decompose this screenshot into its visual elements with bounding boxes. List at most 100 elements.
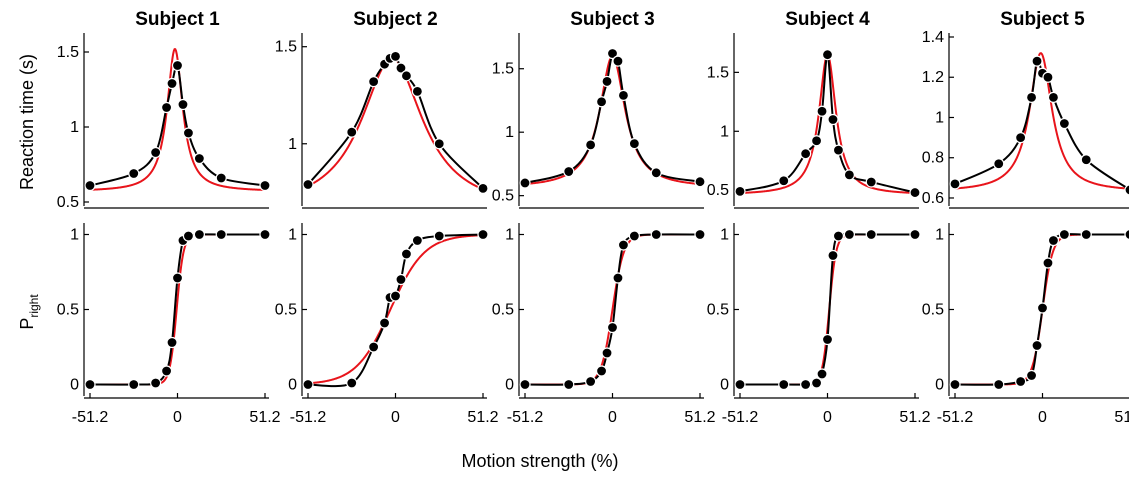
data-point <box>1124 184 1129 196</box>
x-tick-label: 0 <box>823 409 832 426</box>
data-point <box>563 378 575 391</box>
data-point <box>816 368 828 380</box>
data-point <box>810 135 823 147</box>
data-point <box>827 113 839 126</box>
data-point <box>302 378 314 391</box>
x-axis-label: Motion strength (%) <box>461 451 618 471</box>
data-point <box>166 336 178 349</box>
y-tick-label: 1 <box>288 136 297 153</box>
data-point <box>477 228 489 241</box>
y-tick-label: 0.8 <box>922 150 944 167</box>
x-tick-label: 51.2 <box>684 409 715 426</box>
data-point <box>628 230 640 242</box>
data-point <box>215 172 227 184</box>
data-point <box>150 146 162 159</box>
data-point <box>1042 71 1054 83</box>
y-tick-label: 1 <box>720 227 729 244</box>
data-point <box>519 177 531 189</box>
data-point <box>810 377 823 389</box>
data-point <box>160 101 173 114</box>
data-point <box>411 234 423 247</box>
model-fit-curve <box>740 233 915 386</box>
data-point <box>617 239 630 251</box>
y-tick-label: 1.5 <box>275 39 297 56</box>
x-tick-label: 0 <box>173 409 182 426</box>
data-point <box>166 77 178 90</box>
y-axis-label-p-right: Pright <box>17 294 41 330</box>
y-tick-label: 1 <box>70 227 79 244</box>
data-point <box>650 167 662 179</box>
y-tick-label: 0.5 <box>492 302 514 319</box>
model-fit-curve <box>525 233 700 386</box>
y-tick-label: 1 <box>935 227 944 244</box>
x-tick-label: -51.2 <box>507 409 544 426</box>
y-tick-label: 0.5 <box>707 182 729 199</box>
panel-choice-subject-3: 0 0.5 1 -51.2 0 51.2 <box>492 223 716 426</box>
panel-rt-subject-4: Subject 4 0.5 1 1.5 <box>707 9 921 209</box>
data-point <box>395 273 407 286</box>
data-point <box>949 378 961 391</box>
data-point <box>346 126 358 138</box>
y-tick-label: 0.5 <box>57 302 79 319</box>
panel-choice-subject-2: 0 0.5 1 -51.2 0 51.2 <box>275 223 499 426</box>
data-point <box>832 230 845 242</box>
data-point <box>177 98 189 111</box>
y-tick-label: 1 <box>70 119 79 136</box>
data-point <box>1031 55 1043 67</box>
data-point <box>1042 257 1054 269</box>
data-point <box>519 378 531 391</box>
panel-title: Subject 4 <box>785 9 870 30</box>
data-point <box>171 59 184 72</box>
data-point <box>395 62 407 74</box>
data-point <box>628 138 640 150</box>
x-tick-label: 51.2 <box>467 409 498 426</box>
data-point <box>694 228 706 241</box>
y-tick-label: 0.5 <box>57 194 79 211</box>
data-point <box>650 228 662 241</box>
data-point <box>128 378 140 391</box>
panel-title: Subject 1 <box>135 9 220 30</box>
y-axis-label-reaction-time: Reaction time (s) <box>17 54 37 190</box>
data-point <box>150 377 162 389</box>
data-curve <box>307 233 484 388</box>
data-point <box>993 158 1005 170</box>
data-point <box>389 50 402 63</box>
data-point <box>1031 339 1043 352</box>
model-fit-curve <box>739 53 916 195</box>
data-point <box>193 228 205 241</box>
y-tick-label: 1 <box>505 227 514 244</box>
model-fit-curve <box>524 54 701 186</box>
data-point <box>1015 132 1027 144</box>
data-point <box>477 182 489 195</box>
data-point <box>433 138 445 150</box>
model-fit-curve <box>89 48 266 191</box>
x-tick-label: 0 <box>391 409 400 426</box>
p-right-main: P <box>17 318 37 330</box>
y-tick-label: 0 <box>288 377 297 394</box>
data-point <box>433 230 445 242</box>
y-tick-label: 0 <box>935 377 944 394</box>
y-tick-label: 0.5 <box>922 302 944 319</box>
data-point <box>612 272 624 284</box>
data-point <box>1047 234 1060 247</box>
data-curve <box>307 54 484 190</box>
data-curve <box>739 53 916 194</box>
data-point <box>606 47 619 60</box>
data-point <box>1036 302 1049 314</box>
y-tick-label: 1.5 <box>707 64 729 81</box>
p-right-subscript: right <box>27 294 41 318</box>
data-curve <box>524 51 701 184</box>
data-point <box>368 76 380 88</box>
model-fit-curve <box>307 234 484 385</box>
data-point <box>400 70 413 82</box>
data-point <box>821 333 834 346</box>
data-point <box>1047 91 1060 103</box>
data-point <box>160 365 173 377</box>
data-point <box>694 176 706 188</box>
data-point <box>346 377 358 389</box>
data-point <box>993 378 1005 391</box>
x-tick-label: -51.2 <box>937 409 974 426</box>
data-point <box>843 169 855 181</box>
y-tick-label: 1 <box>720 123 729 140</box>
